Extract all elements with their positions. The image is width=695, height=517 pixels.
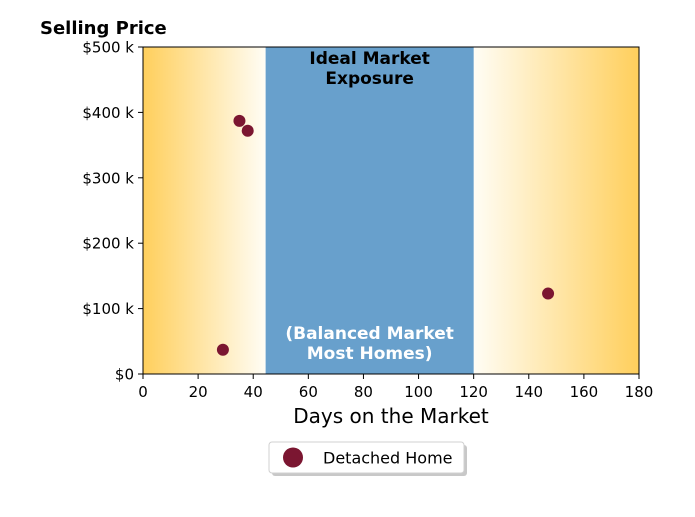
band-top-label-line: Exposure xyxy=(325,69,414,89)
ideal-exposure-band xyxy=(265,47,474,374)
band-bottom-label-line: Most Homes) xyxy=(307,344,433,364)
data-point xyxy=(233,114,246,127)
data-point xyxy=(216,343,229,356)
x-tick-label: 60 xyxy=(299,383,318,401)
data-point xyxy=(542,287,555,300)
plot-frame xyxy=(142,46,640,375)
legend-marker xyxy=(283,447,303,468)
y-tick-label: $500 k xyxy=(82,39,134,57)
gradient-zone-left xyxy=(143,47,266,374)
x-axis: 0 20 40 60 80 100 120 140 160 180 xyxy=(138,374,653,401)
chart-title: Selling Price xyxy=(40,18,167,39)
band-top-label-line: Ideal Market xyxy=(309,49,430,69)
y-tick-label: $300 k xyxy=(82,169,134,187)
legend-box xyxy=(268,441,465,474)
x-axis-label: Days on the Market xyxy=(293,404,489,428)
x-tick-label: 180 xyxy=(625,383,654,401)
band-bottom-label-line: (Balanced Market xyxy=(285,324,454,344)
x-tick-label: 0 xyxy=(138,383,148,401)
plot-background xyxy=(143,47,639,374)
y-tick-label: $100 k xyxy=(82,300,134,318)
legend-label: Detached Home xyxy=(323,449,453,468)
data-points xyxy=(216,114,555,356)
y-axis: $0 $100 k $200 k $300 k $400 k $500 k xyxy=(82,39,143,384)
legend: Detached Home xyxy=(268,441,467,476)
x-tick-label: 140 xyxy=(514,383,543,401)
x-tick-label: 20 xyxy=(189,383,208,401)
x-tick-label: 120 xyxy=(459,383,488,401)
x-tick-label: 160 xyxy=(570,383,599,401)
y-tick-label: $0 xyxy=(115,366,134,384)
gradient-zone-right xyxy=(473,47,639,374)
data-point xyxy=(241,124,254,137)
y-tick-label: $200 k xyxy=(82,235,134,253)
x-tick-label: 80 xyxy=(354,383,373,401)
y-tick-label: $400 k xyxy=(82,104,134,122)
x-tick-label: 100 xyxy=(404,383,433,401)
x-tick-label: 40 xyxy=(244,383,263,401)
